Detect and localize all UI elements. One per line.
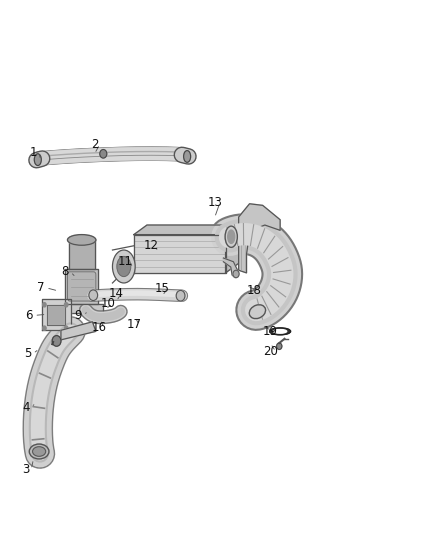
Text: 10: 10 — [100, 297, 115, 310]
Text: 19: 19 — [263, 325, 278, 338]
Text: 18: 18 — [247, 284, 261, 297]
Circle shape — [42, 303, 46, 307]
Ellipse shape — [32, 447, 46, 456]
FancyBboxPatch shape — [67, 272, 96, 301]
Polygon shape — [223, 258, 238, 278]
Polygon shape — [134, 225, 239, 235]
Text: 16: 16 — [92, 321, 106, 334]
Ellipse shape — [184, 151, 191, 163]
Text: 20: 20 — [263, 345, 278, 358]
Ellipse shape — [274, 329, 287, 333]
Text: 9: 9 — [74, 309, 82, 322]
Polygon shape — [226, 225, 239, 273]
Circle shape — [64, 326, 68, 330]
Ellipse shape — [228, 230, 235, 244]
Circle shape — [277, 343, 282, 350]
Text: 3: 3 — [22, 463, 30, 476]
Text: 14: 14 — [109, 287, 124, 300]
Ellipse shape — [67, 235, 96, 245]
Text: 1: 1 — [30, 146, 37, 159]
Circle shape — [233, 270, 239, 278]
Circle shape — [100, 150, 107, 158]
Text: 8: 8 — [62, 265, 69, 278]
Text: 11: 11 — [118, 255, 133, 268]
Ellipse shape — [249, 305, 265, 319]
Polygon shape — [61, 322, 96, 340]
Polygon shape — [42, 300, 71, 330]
Text: 12: 12 — [144, 239, 159, 252]
Text: 13: 13 — [207, 196, 222, 209]
Ellipse shape — [34, 154, 41, 165]
Polygon shape — [134, 235, 226, 273]
Text: 15: 15 — [155, 282, 170, 295]
Polygon shape — [69, 240, 95, 269]
Text: 7: 7 — [37, 281, 45, 294]
Polygon shape — [65, 269, 98, 304]
Circle shape — [52, 336, 61, 346]
Text: 2: 2 — [91, 138, 98, 151]
Text: 6: 6 — [25, 309, 33, 322]
Polygon shape — [239, 204, 280, 273]
Circle shape — [64, 303, 68, 307]
Polygon shape — [60, 304, 103, 313]
Ellipse shape — [113, 250, 135, 283]
Circle shape — [89, 290, 98, 301]
Ellipse shape — [117, 256, 131, 277]
Ellipse shape — [29, 444, 49, 459]
Text: 5: 5 — [24, 347, 32, 360]
Ellipse shape — [270, 328, 290, 335]
Circle shape — [176, 290, 185, 301]
Polygon shape — [47, 305, 65, 325]
Text: 4: 4 — [22, 401, 30, 414]
Circle shape — [42, 326, 46, 330]
Ellipse shape — [225, 226, 237, 247]
Text: 17: 17 — [126, 319, 141, 332]
